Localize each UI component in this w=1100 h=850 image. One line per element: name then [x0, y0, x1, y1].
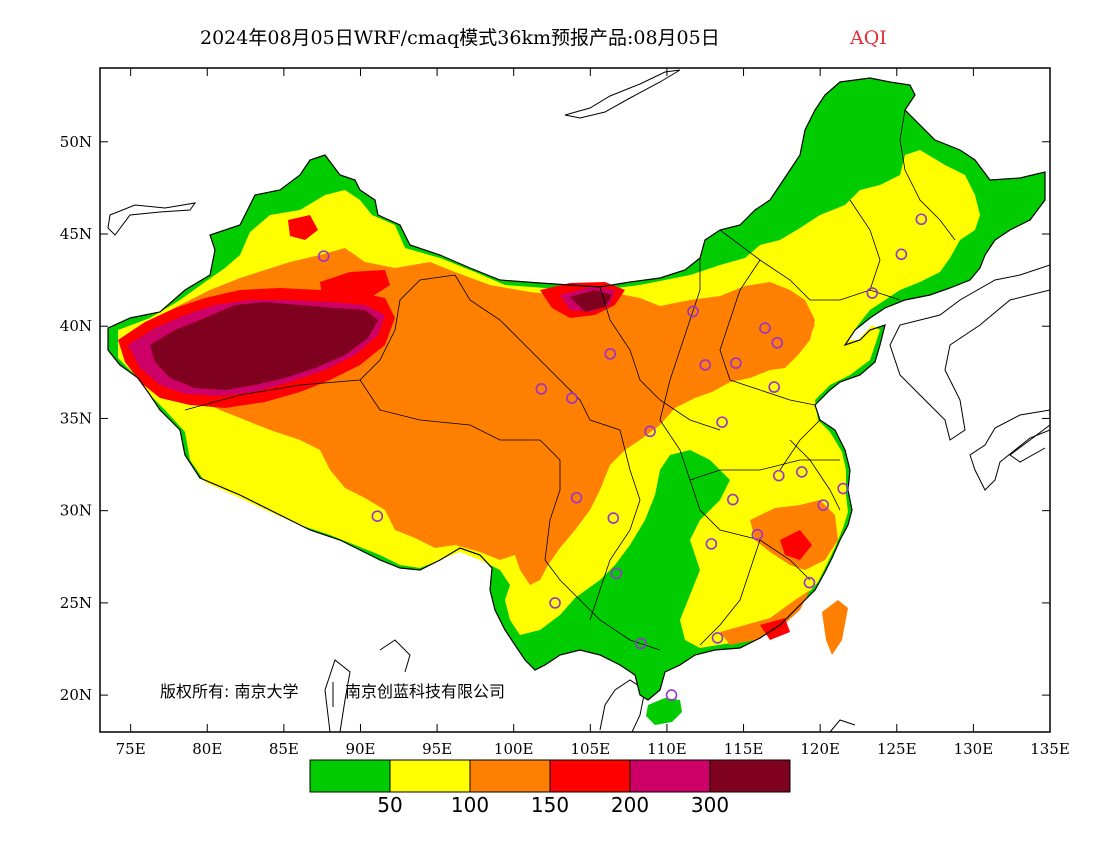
x-tick-label: 100E — [494, 740, 534, 758]
city-station-marker — [837, 482, 849, 495]
region-unhealthy-east — [780, 530, 812, 560]
x-tick-label: 85E — [269, 740, 299, 758]
city-station-marker — [915, 213, 928, 226]
region-unhealthy-nw — [320, 270, 390, 300]
region-unhealthy-wpatch — [288, 215, 318, 240]
city-station-marker — [699, 359, 712, 371]
y-tick-label: 40N — [60, 317, 92, 335]
y-tick-label: 45N — [60, 225, 92, 243]
legend-swatch — [309, 759, 391, 793]
city-station-marker — [771, 337, 784, 349]
legend-label: 50 — [377, 793, 402, 817]
city-station-marker — [604, 348, 617, 360]
region-hazardous-north — [570, 290, 612, 312]
city-station-marker — [866, 287, 879, 299]
legend-label: 100 — [451, 793, 489, 817]
region-sensitive-n — [740, 312, 815, 350]
x-tick-label: 75E — [116, 740, 146, 758]
x-tick-label: 80E — [192, 740, 222, 758]
city-station-marker — [610, 567, 623, 580]
city-stations — [317, 213, 928, 701]
x-tick-label: 110E — [647, 740, 687, 758]
province-boundaries — [184, 109, 956, 651]
legend-swatch — [629, 759, 711, 793]
city-station-marker — [687, 305, 699, 318]
city-station-marker — [665, 689, 678, 701]
city-station-marker — [768, 381, 780, 393]
city-station-marker — [730, 357, 742, 369]
copyright-right: 南京创蓝科技有限公司 — [345, 682, 505, 701]
city-station-marker — [803, 576, 816, 589]
x-tick-label: 90E — [345, 740, 375, 758]
legend-swatch — [549, 759, 631, 793]
city-station-marker — [635, 637, 647, 650]
city-station-marker — [371, 510, 384, 523]
city-station-marker — [705, 538, 718, 550]
city-station-marker — [711, 632, 724, 644]
city-station-marker — [795, 466, 808, 478]
region-moderate-ne — [850, 200, 955, 290]
china-border — [107, 77, 1046, 701]
city-station-marker — [716, 416, 728, 428]
city-station-marker — [727, 493, 739, 506]
y-tick-label: 30N — [60, 502, 92, 520]
legend-label: 200 — [611, 793, 649, 817]
y-tick-label: 25N — [60, 594, 92, 612]
y-tick-label: 50N — [60, 133, 92, 151]
city-station-marker — [607, 512, 620, 524]
neighbour-coastlines — [107, 69, 1050, 732]
y-tick-label: 35N — [60, 409, 92, 427]
map-title: 2024年08月05日WRF/cmaq模式36km预报产品:08月05日 — [200, 27, 720, 49]
city-station-marker — [566, 392, 578, 404]
x-tick-label: 95E — [422, 740, 452, 758]
legend-label: 150 — [531, 793, 569, 817]
map-layers — [107, 69, 1050, 732]
color-legend: 50 100 150 200 300 — [309, 759, 791, 817]
city-station-marker — [549, 597, 561, 609]
city-station-marker — [817, 499, 830, 511]
x-tick-label: 120E — [800, 740, 840, 758]
x-tick-label: 115E — [724, 740, 764, 758]
city-station-marker — [895, 248, 908, 261]
hainan-island — [646, 698, 682, 725]
region-sensitive-taiwan — [822, 600, 848, 655]
x-tick-label: 125E — [877, 740, 917, 758]
city-station-marker — [772, 469, 785, 482]
legend-label: 300 — [691, 793, 729, 817]
city-station-marker — [570, 491, 583, 504]
copyright-left: 版权所有: 南京大学 — [160, 682, 298, 701]
x-axis: 75E 80E 85E 90E 95E 100E 105E 110E 115E 120E 125E 1… — [116, 68, 1070, 758]
region-sensitive-south — [720, 590, 810, 645]
city-station-marker — [751, 528, 764, 541]
map-variable-label: AQI — [849, 27, 887, 49]
city-station-marker — [535, 383, 548, 395]
city-station-marker — [644, 425, 656, 438]
city-station-marker — [317, 250, 330, 262]
legend-swatch — [389, 759, 471, 793]
x-tick-label: 105E — [571, 740, 611, 758]
y-axis: 20N 25N 30N 35N 40N 45N 50N — [60, 133, 1050, 704]
legend-swatch — [709, 759, 791, 793]
x-tick-label: 135E — [1030, 740, 1070, 758]
legend-swatch — [469, 759, 551, 793]
city-station-marker — [759, 322, 771, 334]
x-tick-label: 130E — [954, 740, 994, 758]
region-unhealthy-south — [760, 618, 790, 640]
y-tick-label: 20N — [60, 686, 92, 704]
region-hazardous — [150, 302, 378, 390]
